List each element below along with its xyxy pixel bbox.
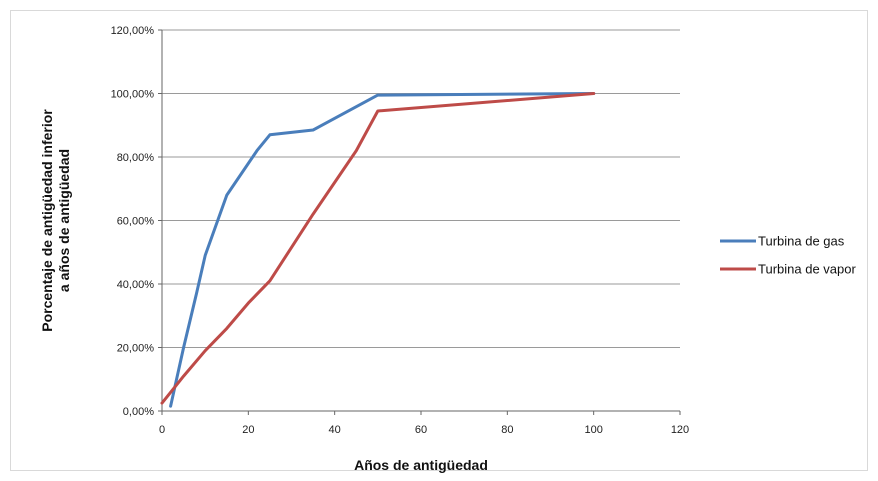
legend-entry: Turbina de gas (758, 234, 845, 249)
x-tick-label: 20 (242, 424, 254, 436)
x-tick-label: 80 (501, 424, 513, 436)
x-axis-title: Años de antigüedad (354, 457, 488, 473)
x-tick-label: 60 (415, 424, 427, 436)
x-tick-label: 120 (671, 424, 689, 436)
y-axis-title-line: Porcentaje de antigüedad inferior (39, 109, 55, 332)
y-tick-label: 80,00% (117, 152, 155, 164)
chart-frame (10, 10, 868, 471)
x-tick-label: 0 (159, 424, 165, 436)
series-line-turbina-de-vapor (160, 92, 596, 405)
x-tick-label: 100 (584, 424, 602, 436)
y-tick-label: 120,00% (111, 25, 155, 37)
series-line-turbina-de-gas (169, 92, 596, 408)
y-tick-label: 60,00% (117, 216, 155, 228)
y-axis-title: Porcentaje de antigüedad inferior a años … (39, 109, 72, 332)
y-tick-label: 20,00% (117, 343, 155, 355)
x-tick-label: 40 (329, 424, 341, 436)
y-axis-title-line: a años de antigüedad (56, 149, 72, 292)
y-tick-label: 100,00% (111, 89, 155, 101)
legend-entry: Turbina de vapor (758, 262, 856, 277)
y-tick-label: 0,00% (123, 406, 154, 418)
y-tick-label: 40,00% (117, 279, 155, 291)
